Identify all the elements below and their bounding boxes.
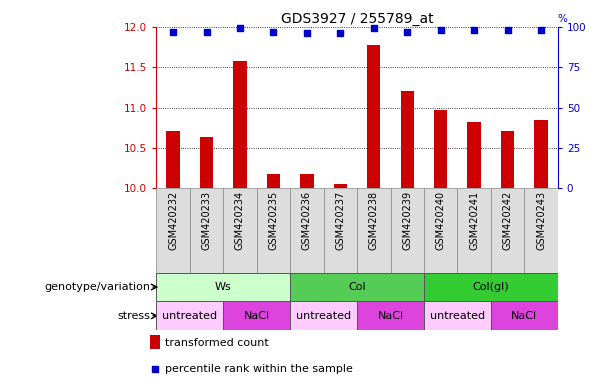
Bar <box>501 131 514 188</box>
Text: GSM420236: GSM420236 <box>302 191 312 250</box>
Title: GDS3927 / 255789_at: GDS3927 / 255789_at <box>281 12 433 26</box>
Bar <box>357 301 424 330</box>
Point <box>369 25 379 31</box>
Text: Col(gl): Col(gl) <box>473 282 509 292</box>
Bar <box>468 122 481 188</box>
Point <box>168 29 178 35</box>
Text: GSM420241: GSM420241 <box>469 191 479 250</box>
Bar <box>156 301 223 330</box>
Text: untreated: untreated <box>296 311 351 321</box>
Text: GSM420238: GSM420238 <box>369 191 379 250</box>
Point <box>470 27 479 33</box>
Text: GSM420234: GSM420234 <box>235 191 245 250</box>
Bar <box>390 188 424 273</box>
Text: GSM420233: GSM420233 <box>202 191 211 250</box>
Text: GSM420237: GSM420237 <box>335 191 345 250</box>
Bar <box>333 184 347 188</box>
Bar <box>290 273 424 301</box>
Text: Col: Col <box>348 282 366 292</box>
Bar <box>424 273 558 301</box>
Text: %: % <box>558 14 568 24</box>
Text: stress: stress <box>117 311 150 321</box>
Bar <box>223 188 257 273</box>
Bar <box>424 301 491 330</box>
Point <box>268 29 278 35</box>
Text: GSM420235: GSM420235 <box>268 191 278 250</box>
Bar <box>290 301 357 330</box>
Bar <box>535 121 548 188</box>
Text: percentile rank within the sample: percentile rank within the sample <box>166 364 353 374</box>
Bar <box>324 188 357 273</box>
Text: GSM420243: GSM420243 <box>536 191 546 250</box>
Text: NaCl: NaCl <box>511 311 538 321</box>
Bar <box>400 91 414 188</box>
Text: NaCl: NaCl <box>243 311 270 321</box>
Bar <box>190 188 223 273</box>
Bar <box>457 188 491 273</box>
Bar <box>156 273 290 301</box>
Text: GSM420232: GSM420232 <box>168 191 178 250</box>
Bar <box>491 301 558 330</box>
Point <box>235 25 245 31</box>
Bar <box>300 174 314 188</box>
Bar <box>357 188 390 273</box>
Point <box>503 27 512 33</box>
Point <box>402 29 412 35</box>
Bar <box>223 301 290 330</box>
Text: GSM420242: GSM420242 <box>503 191 512 250</box>
Text: genotype/variation: genotype/variation <box>44 282 150 292</box>
Bar <box>290 188 324 273</box>
Text: GSM420239: GSM420239 <box>402 191 413 250</box>
Point <box>302 30 312 36</box>
Bar <box>166 131 180 188</box>
Bar <box>491 188 524 273</box>
Text: transformed count: transformed count <box>166 338 269 348</box>
Text: Ws: Ws <box>215 282 232 292</box>
Bar <box>424 188 457 273</box>
Bar <box>234 61 246 188</box>
Text: untreated: untreated <box>430 311 485 321</box>
Bar <box>267 174 280 188</box>
Point <box>335 30 345 36</box>
Point <box>436 27 446 33</box>
Point <box>202 29 211 35</box>
Bar <box>156 188 190 273</box>
Text: NaCl: NaCl <box>378 311 403 321</box>
Bar <box>200 137 213 188</box>
Bar <box>257 188 290 273</box>
Bar <box>524 188 558 273</box>
Bar <box>434 110 447 188</box>
Bar <box>150 335 160 349</box>
Text: GSM420240: GSM420240 <box>436 191 446 250</box>
Text: untreated: untreated <box>162 311 218 321</box>
Bar <box>367 45 381 188</box>
Point <box>536 27 546 33</box>
Point <box>150 366 160 372</box>
